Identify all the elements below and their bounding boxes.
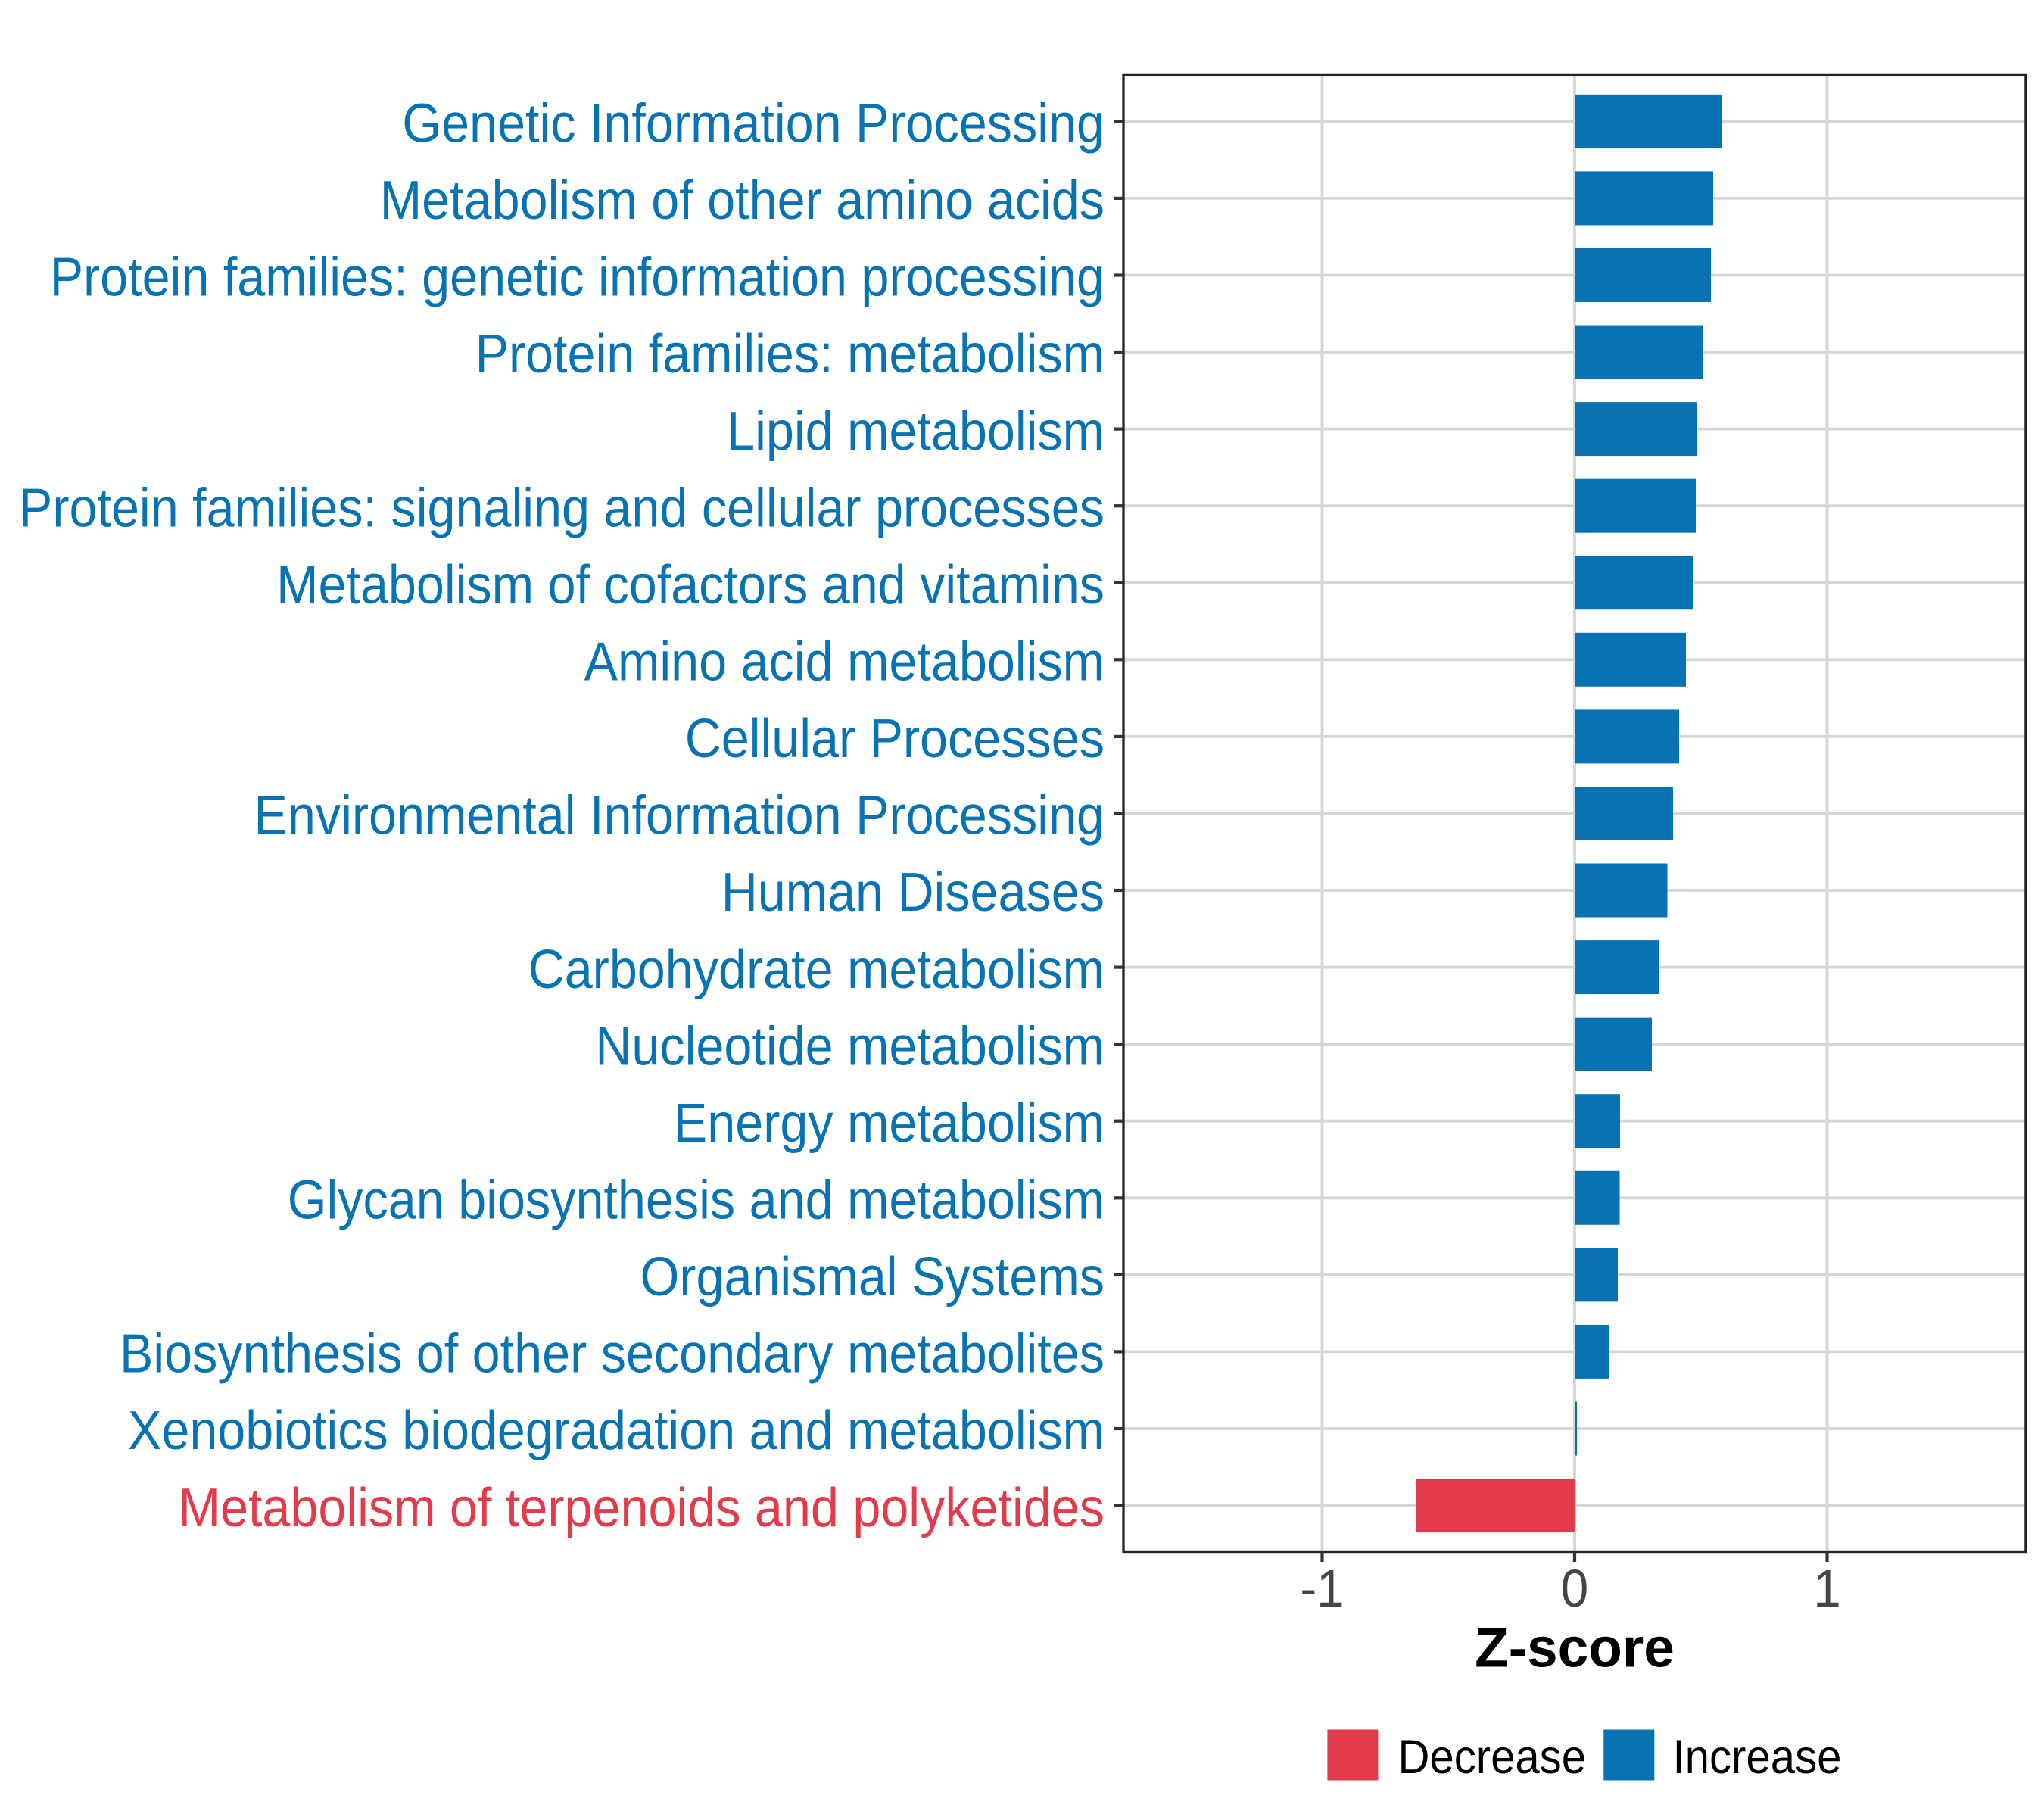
svg-text:Metabolism of other amino acid: Metabolism of other amino acids xyxy=(380,170,1105,231)
svg-text:Organismal Systems: Organismal Systems xyxy=(640,1247,1105,1307)
svg-text:Metabolism of cofactors and vi: Metabolism of cofactors and vitamins xyxy=(276,555,1105,616)
svg-text:Cellular Processes: Cellular Processes xyxy=(685,709,1105,769)
svg-text:Biosynthesis of other secondar: Biosynthesis of other secondary metaboli… xyxy=(120,1324,1105,1385)
svg-text:Nucleotide metabolism: Nucleotide metabolism xyxy=(595,1016,1105,1077)
svg-text:Glycan biosynthesis and metabo: Glycan biosynthesis and metabolism xyxy=(288,1170,1105,1231)
svg-text:Protein families: metabolism: Protein families: metabolism xyxy=(475,324,1105,385)
svg-text:1: 1 xyxy=(1813,1559,1841,1618)
svg-text:Energy metabolism: Energy metabolism xyxy=(674,1093,1105,1154)
svg-text:Increase: Increase xyxy=(1673,1731,1842,1784)
svg-text:Genetic Information Processing: Genetic Information Processing xyxy=(402,94,1105,154)
svg-text:Environmental Information Proc: Environmental Information Processing xyxy=(254,786,1105,846)
svg-text:Carbohydrate metabolism: Carbohydrate metabolism xyxy=(528,940,1105,1000)
svg-text:Metabolism of terpenoids and p: Metabolism of terpenoids and polyketides xyxy=(179,1478,1105,1538)
svg-text:Xenobiotics biodegradation and: Xenobiotics biodegradation and metabolis… xyxy=(128,1401,1105,1461)
svg-text:0: 0 xyxy=(1561,1559,1589,1618)
svg-text:Protein families: signaling an: Protein families: signaling and cellular… xyxy=(19,478,1105,538)
svg-text:-1: -1 xyxy=(1300,1559,1344,1618)
svg-text:Z-score: Z-score xyxy=(1475,1618,1675,1679)
svg-text:Protein families: genetic info: Protein families: genetic information pr… xyxy=(50,248,1105,308)
svg-text:Decrease: Decrease xyxy=(1398,1731,1587,1784)
svg-text:Human Diseases: Human Diseases xyxy=(721,862,1105,923)
svg-text:Amino acid metabolism: Amino acid metabolism xyxy=(584,632,1105,693)
svg-text:Lipid metabolism: Lipid metabolism xyxy=(727,401,1105,462)
